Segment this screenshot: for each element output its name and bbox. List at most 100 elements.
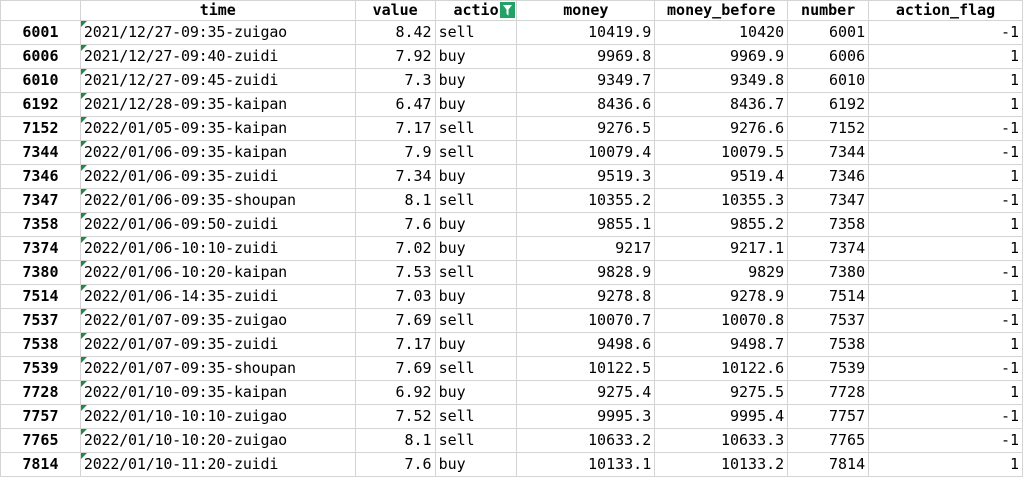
cell-value[interactable]: 8.42	[354, 20, 436, 45]
row-header[interactable]: 7344	[0, 140, 81, 165]
cell-value[interactable]: 7.92	[354, 44, 436, 69]
cell-money-before[interactable]: 9349.8	[654, 68, 789, 93]
cell-number[interactable]: 6010	[787, 68, 870, 93]
cell-action[interactable]: buy	[434, 452, 518, 477]
cell-number[interactable]: 7152	[787, 116, 870, 141]
cell-time[interactable]: 2022/01/07-09:35-zuidi	[79, 332, 356, 357]
cell-money-before[interactable]: 9855.2	[654, 212, 789, 237]
cell-money[interactable]: 9855.1	[516, 212, 656, 237]
cell-money-before[interactable]: 9519.4	[654, 164, 789, 189]
cell-time[interactable]: 2022/01/06-09:50-zuidi	[79, 212, 356, 237]
cell-money-before[interactable]: 10633.3	[654, 428, 789, 453]
cell-action[interactable]: sell	[434, 404, 518, 429]
row-header[interactable]: 7152	[0, 116, 81, 141]
cell-money[interactable]: 10633.2	[516, 428, 656, 453]
cell-time[interactable]: 2022/01/05-09:35-kaipan	[79, 116, 356, 141]
cell-number[interactable]: 7346	[787, 164, 870, 189]
cell-money-before[interactable]: 10079.5	[654, 140, 789, 165]
cell-money-before[interactable]: 9217.1	[654, 236, 789, 261]
cell-number[interactable]: 7538	[787, 332, 870, 357]
cell-value[interactable]: 7.69	[354, 356, 436, 381]
cell-value[interactable]: 7.17	[354, 116, 436, 141]
cell-value[interactable]: 8.1	[354, 188, 436, 213]
cell-money-before[interactable]: 9276.6	[654, 116, 789, 141]
cell-number[interactable]: 6192	[787, 92, 870, 117]
cell-value[interactable]: 7.03	[354, 284, 436, 309]
cell-number[interactable]: 7514	[787, 284, 870, 309]
column-header-money-before[interactable]: money_before	[654, 0, 789, 21]
cell-time[interactable]: 2021/12/27-09:45-zuidi	[79, 68, 356, 93]
cell-money-before[interactable]: 10070.8	[654, 308, 789, 333]
cell-action[interactable]: buy	[434, 68, 518, 93]
cell-value[interactable]: 8.1	[354, 428, 436, 453]
cell-value[interactable]: 7.6	[354, 212, 436, 237]
cell-money-before[interactable]: 9275.5	[654, 380, 789, 405]
row-header[interactable]: 7374	[0, 236, 81, 261]
cell-number[interactable]: 7358	[787, 212, 870, 237]
cell-number[interactable]: 7344	[787, 140, 870, 165]
row-header[interactable]: 7380	[0, 260, 81, 285]
column-header-action-flag[interactable]: action_flag	[868, 0, 1023, 21]
cell-value[interactable]: 7.6	[354, 452, 436, 477]
cell-action-flag[interactable]: -1	[868, 308, 1023, 333]
cell-money[interactable]: 9498.6	[516, 332, 656, 357]
cell-money[interactable]: 9217	[516, 236, 656, 261]
row-header[interactable]: 7358	[0, 212, 81, 237]
cell-value[interactable]: 7.3	[354, 68, 436, 93]
cell-action[interactable]: buy	[434, 236, 518, 261]
cell-number[interactable]: 6001	[787, 20, 870, 45]
corner-cell[interactable]	[0, 0, 81, 21]
cell-money[interactable]: 10133.1	[516, 452, 656, 477]
cell-action-flag[interactable]: 1	[868, 380, 1023, 405]
column-header-action[interactable]: actio	[434, 0, 518, 21]
cell-time[interactable]: 2022/01/10-11:20-zuidi	[79, 452, 356, 477]
cell-money[interactable]: 9995.3	[516, 404, 656, 429]
cell-action-flag[interactable]: 1	[868, 452, 1023, 477]
cell-value[interactable]: 7.53	[354, 260, 436, 285]
cell-time[interactable]: 2022/01/10-09:35-kaipan	[79, 380, 356, 405]
cell-value[interactable]: 7.02	[354, 236, 436, 261]
cell-time[interactable]: 2022/01/06-09:35-zuidi	[79, 164, 356, 189]
cell-value[interactable]: 6.47	[354, 92, 436, 117]
cell-value[interactable]: 6.92	[354, 380, 436, 405]
cell-money[interactable]: 9519.3	[516, 164, 656, 189]
column-header-number[interactable]: number	[787, 0, 870, 21]
cell-action-flag[interactable]: -1	[868, 404, 1023, 429]
row-header[interactable]: 6192	[0, 92, 81, 117]
row-header[interactable]: 7814	[0, 452, 81, 477]
cell-action[interactable]: buy	[434, 164, 518, 189]
cell-time[interactable]: 2021/12/28-09:35-kaipan	[79, 92, 356, 117]
cell-action-flag[interactable]: 1	[868, 92, 1023, 117]
cell-money-before[interactable]: 9829	[654, 260, 789, 285]
cell-action[interactable]: sell	[434, 428, 518, 453]
cell-action[interactable]: sell	[434, 188, 518, 213]
cell-action[interactable]: buy	[434, 44, 518, 69]
cell-money[interactable]: 10079.4	[516, 140, 656, 165]
row-header[interactable]: 7537	[0, 308, 81, 333]
cell-time[interactable]: 2022/01/07-09:35-zuigao	[79, 308, 356, 333]
cell-action[interactable]: buy	[434, 92, 518, 117]
row-header[interactable]: 7539	[0, 356, 81, 381]
cell-action-flag[interactable]: 1	[868, 236, 1023, 261]
cell-number[interactable]: 7380	[787, 260, 870, 285]
row-header[interactable]: 7514	[0, 284, 81, 309]
cell-time[interactable]: 2022/01/06-10:10-zuidi	[79, 236, 356, 261]
cell-number[interactable]: 7757	[787, 404, 870, 429]
cell-number[interactable]: 6006	[787, 44, 870, 69]
cell-time[interactable]: 2022/01/06-09:35-kaipan	[79, 140, 356, 165]
cell-money[interactable]: 9828.9	[516, 260, 656, 285]
cell-action-flag[interactable]: 1	[868, 68, 1023, 93]
cell-action-flag[interactable]: -1	[868, 260, 1023, 285]
cell-money-before[interactable]: 8436.7	[654, 92, 789, 117]
cell-action[interactable]: buy	[434, 284, 518, 309]
cell-number[interactable]: 7537	[787, 308, 870, 333]
cell-action[interactable]: sell	[434, 308, 518, 333]
cell-number[interactable]: 7814	[787, 452, 870, 477]
cell-value[interactable]: 7.9	[354, 140, 436, 165]
cell-money[interactable]: 9278.8	[516, 284, 656, 309]
cell-value[interactable]: 7.52	[354, 404, 436, 429]
cell-action[interactable]: buy	[434, 380, 518, 405]
cell-money[interactable]: 9275.4	[516, 380, 656, 405]
row-header[interactable]: 7346	[0, 164, 81, 189]
cell-money-before[interactable]: 10122.6	[654, 356, 789, 381]
